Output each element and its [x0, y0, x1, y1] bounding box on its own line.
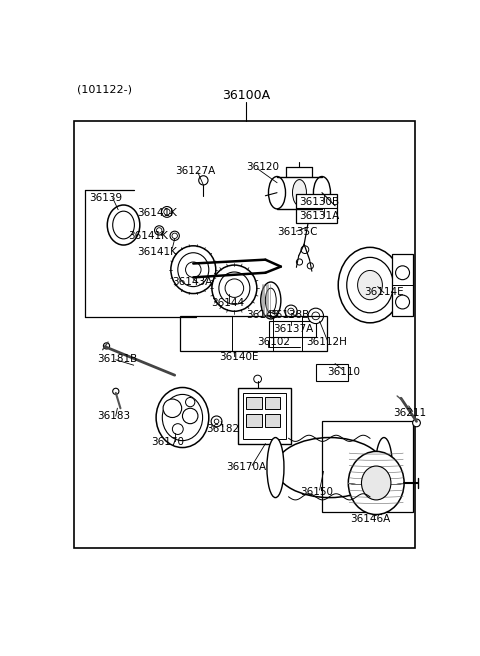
Circle shape	[211, 416, 222, 427]
Circle shape	[312, 312, 320, 319]
Ellipse shape	[265, 288, 276, 313]
Circle shape	[163, 399, 181, 417]
Text: 36183: 36183	[97, 411, 131, 421]
Text: 36181B: 36181B	[97, 354, 137, 364]
Ellipse shape	[156, 388, 209, 447]
Circle shape	[308, 308, 324, 323]
Ellipse shape	[162, 394, 203, 441]
Bar	[392, 255, 413, 316]
Ellipse shape	[292, 180, 306, 206]
Text: (101122-): (101122-)	[77, 85, 132, 94]
Ellipse shape	[361, 466, 391, 500]
Bar	[246, 397, 262, 409]
Circle shape	[396, 295, 409, 309]
Text: 36135C: 36135C	[277, 226, 317, 237]
Ellipse shape	[358, 270, 383, 300]
Circle shape	[113, 388, 119, 394]
Ellipse shape	[171, 246, 216, 293]
Text: 36102: 36102	[258, 337, 290, 346]
Bar	[74, 121, 415, 548]
Text: 36143A: 36143A	[172, 277, 213, 287]
Circle shape	[214, 419, 219, 424]
Circle shape	[301, 246, 309, 253]
Circle shape	[164, 209, 170, 215]
Text: 36139: 36139	[89, 193, 122, 203]
Text: 36114E: 36114E	[364, 287, 403, 297]
Circle shape	[186, 262, 201, 277]
Text: 36110: 36110	[327, 367, 360, 377]
Ellipse shape	[212, 265, 257, 311]
Circle shape	[182, 408, 198, 424]
Circle shape	[199, 176, 208, 185]
Text: 36145: 36145	[246, 310, 279, 319]
Circle shape	[296, 259, 302, 265]
Circle shape	[254, 375, 262, 383]
Text: 36112H: 36112H	[306, 337, 348, 346]
Ellipse shape	[347, 257, 393, 313]
Ellipse shape	[348, 451, 404, 514]
Ellipse shape	[313, 176, 330, 209]
Text: 36146A: 36146A	[350, 514, 391, 523]
Bar	[264, 415, 280, 427]
Text: 36120: 36120	[246, 162, 279, 172]
Circle shape	[288, 308, 294, 314]
Circle shape	[396, 266, 409, 279]
Circle shape	[162, 207, 172, 217]
Ellipse shape	[178, 253, 209, 287]
Text: 36100A: 36100A	[222, 89, 270, 102]
Circle shape	[170, 231, 180, 240]
Text: 36140E: 36140E	[219, 352, 258, 362]
Text: 36138B: 36138B	[269, 310, 310, 319]
Text: 36170: 36170	[152, 437, 184, 447]
Bar	[238, 388, 291, 443]
Ellipse shape	[268, 176, 286, 209]
Bar	[264, 397, 280, 409]
Text: 36131A: 36131A	[299, 211, 339, 221]
Text: 36141K: 36141K	[137, 247, 178, 256]
Bar	[322, 421, 413, 512]
Ellipse shape	[261, 282, 281, 319]
Circle shape	[156, 228, 162, 233]
Circle shape	[285, 305, 297, 318]
Circle shape	[186, 398, 195, 407]
Bar	[269, 321, 316, 337]
Text: 36182: 36182	[206, 424, 239, 434]
Ellipse shape	[276, 438, 384, 498]
Text: 36141K: 36141K	[137, 208, 178, 218]
Circle shape	[225, 279, 244, 297]
Text: 36211: 36211	[393, 408, 426, 419]
Text: 36137A: 36137A	[273, 323, 313, 334]
Circle shape	[307, 263, 313, 269]
Bar	[316, 363, 348, 380]
Ellipse shape	[113, 211, 134, 239]
Circle shape	[155, 226, 164, 235]
Text: 36150: 36150	[300, 487, 333, 497]
Circle shape	[103, 343, 109, 349]
Text: 36170A: 36170A	[227, 462, 267, 472]
Circle shape	[413, 419, 420, 427]
Ellipse shape	[107, 205, 140, 245]
Bar	[246, 415, 262, 427]
Bar	[243, 393, 286, 439]
Circle shape	[172, 424, 183, 434]
Circle shape	[172, 233, 178, 239]
Ellipse shape	[338, 247, 402, 323]
Ellipse shape	[267, 438, 284, 498]
Text: 36141K: 36141K	[128, 231, 168, 241]
Bar	[296, 194, 336, 224]
Ellipse shape	[375, 438, 393, 498]
Text: 36144: 36144	[211, 298, 244, 308]
Text: 36127A: 36127A	[175, 166, 215, 176]
Text: 36130B: 36130B	[299, 197, 339, 207]
Ellipse shape	[219, 272, 250, 304]
Bar	[180, 316, 327, 352]
